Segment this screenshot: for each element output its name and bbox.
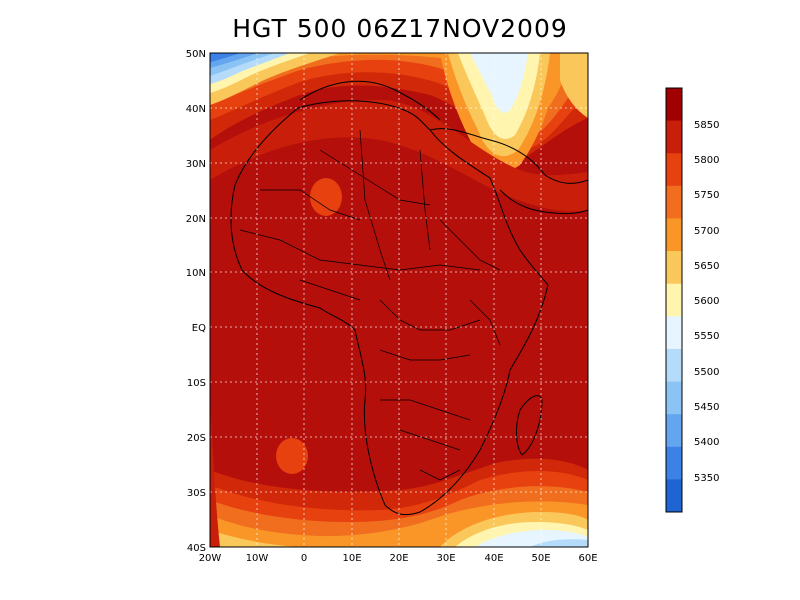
colorbar-label: 5850: [694, 120, 719, 131]
colorbar-swatch: [666, 316, 682, 350]
trough-5500: [470, 53, 528, 113]
lat-label: 40S: [187, 543, 206, 554]
lat-label: 50N: [186, 49, 206, 60]
colorbar-label: 5700: [694, 226, 719, 237]
africa-coastline: [230, 100, 549, 516]
lat-label: 20N: [186, 214, 206, 225]
colorbar-swatch: [666, 218, 682, 252]
colorbar-swatch: [666, 414, 682, 448]
colorbar: 5850 5800 5750 5700 5650 5600 5550 5500 …: [665, 87, 719, 513]
colorbar-swatch: [666, 88, 682, 122]
colorbar-swatch: [666, 348, 682, 383]
local-low-sahara: [310, 178, 342, 216]
colorbar-label: 5350: [694, 473, 719, 484]
longitude-labels: 20W 10W 0 10E 20E 30E 40E 50E 60E: [199, 553, 598, 564]
contour-field: [210, 53, 588, 547]
colorbar-label: 5650: [694, 261, 719, 272]
lon-label: 20E: [389, 553, 408, 564]
middle-east-coastline: [429, 128, 588, 184]
lat-label: 30N: [186, 159, 206, 170]
map-title: HGT 500 06Z17NOV2009: [232, 14, 568, 43]
lon-label: 0: [301, 553, 307, 564]
colorbar-label: 5600: [694, 296, 719, 307]
field-5800-sahara: [210, 100, 588, 212]
lat-label: 30S: [187, 488, 206, 499]
lon-label: 30E: [436, 553, 455, 564]
lon-label: 10W: [246, 553, 269, 564]
lat-label: 20S: [187, 433, 206, 444]
latitude-labels: 50N 40N 30N 20N 10N EQ 10S 20S 30S 40S: [186, 49, 206, 554]
colorbar-label: 5450: [694, 402, 719, 413]
lon-label: 40E: [484, 553, 503, 564]
lon-label: 60E: [578, 553, 597, 564]
se-5450: [530, 539, 588, 547]
arabia-coastline: [499, 189, 588, 215]
colorbar-swatch: [666, 446, 682, 480]
lon-label: 10E: [342, 553, 361, 564]
lon-label: 20W: [199, 553, 222, 564]
lat-label: 10S: [187, 378, 206, 389]
colorbar-swatch: [666, 153, 682, 187]
colorbar-label: 5800: [694, 155, 719, 166]
colorbar-swatch: [666, 251, 682, 285]
lon-label: 50E: [531, 553, 550, 564]
colorbar-label: 5750: [694, 190, 719, 201]
madagascar-coastline: [516, 395, 543, 456]
lat-label: 10N: [186, 268, 206, 279]
west-edge-band: [210, 400, 220, 547]
colorbar-frame: [665, 87, 683, 513]
colorbar-swatch: [666, 120, 682, 154]
ne-5600: [560, 53, 588, 118]
europe-coastline: [299, 80, 441, 121]
lat-label: 40N: [186, 104, 206, 115]
colorbar-swatch: [666, 479, 682, 513]
colorbar-swatch: [666, 185, 682, 219]
lat-label: EQ: [192, 323, 206, 334]
colorbar-swatch: [666, 283, 682, 317]
colorbar-label: 5400: [694, 437, 719, 448]
sw-5600: [210, 530, 300, 547]
country-borders: [239, 129, 501, 481]
local-low-south-atlantic: [276, 438, 308, 474]
colorbar-swatch: [666, 381, 682, 415]
nw-5350: [210, 53, 240, 62]
colorbar-label: 5550: [694, 331, 719, 342]
graticule: [210, 53, 588, 547]
colorbar-label: 5500: [694, 367, 719, 378]
plot-frame: [209, 52, 589, 548]
